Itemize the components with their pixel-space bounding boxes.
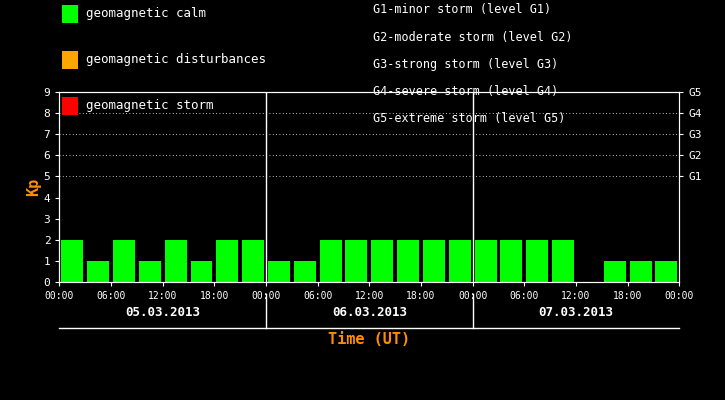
- Bar: [397, 240, 419, 282]
- Bar: [629, 261, 652, 282]
- Y-axis label: Kp: Kp: [26, 178, 41, 196]
- Bar: [449, 240, 471, 282]
- Bar: [526, 240, 548, 282]
- Bar: [268, 261, 290, 282]
- Bar: [423, 240, 445, 282]
- Bar: [87, 261, 109, 282]
- Text: G4-severe storm (level G4): G4-severe storm (level G4): [373, 85, 559, 98]
- Text: geomagnetic storm: geomagnetic storm: [86, 100, 214, 112]
- Bar: [62, 240, 83, 282]
- Bar: [294, 261, 316, 282]
- Bar: [320, 240, 341, 282]
- Text: G1-minor storm (level G1): G1-minor storm (level G1): [373, 4, 552, 16]
- Bar: [191, 261, 212, 282]
- Text: geomagnetic disturbances: geomagnetic disturbances: [86, 54, 266, 66]
- Text: G5-extreme storm (level G5): G5-extreme storm (level G5): [373, 112, 566, 125]
- Bar: [242, 240, 264, 282]
- Bar: [371, 240, 393, 282]
- Text: G2-moderate storm (level G2): G2-moderate storm (level G2): [373, 31, 573, 44]
- Bar: [113, 240, 135, 282]
- Bar: [475, 240, 497, 282]
- Text: Time (UT): Time (UT): [328, 332, 410, 348]
- Text: G3-strong storm (level G3): G3-strong storm (level G3): [373, 58, 559, 71]
- Bar: [604, 261, 626, 282]
- Bar: [139, 261, 161, 282]
- Bar: [216, 240, 239, 282]
- Bar: [552, 240, 574, 282]
- Bar: [165, 240, 186, 282]
- Text: 07.03.2013: 07.03.2013: [539, 306, 613, 318]
- Bar: [655, 261, 677, 282]
- Text: 06.03.2013: 06.03.2013: [332, 306, 407, 318]
- Text: 05.03.2013: 05.03.2013: [125, 306, 200, 318]
- Bar: [500, 240, 523, 282]
- Bar: [346, 240, 368, 282]
- Text: geomagnetic calm: geomagnetic calm: [86, 8, 207, 20]
